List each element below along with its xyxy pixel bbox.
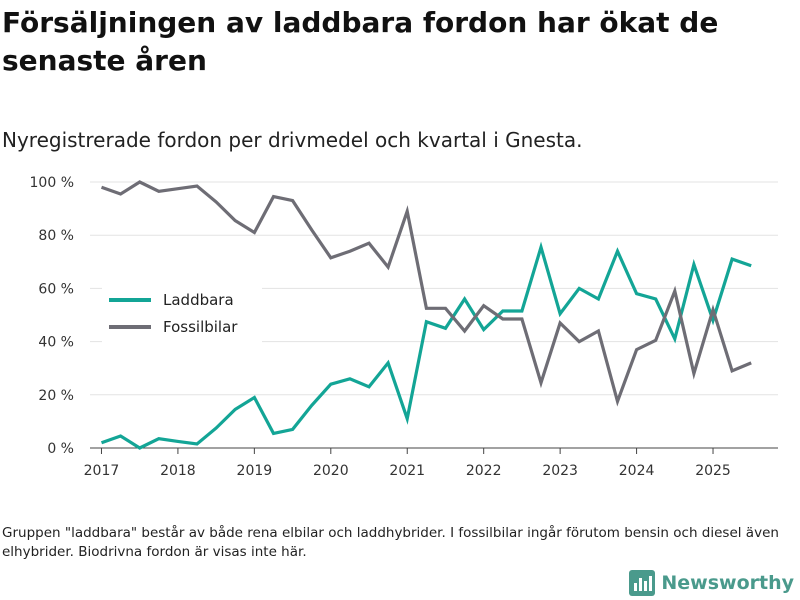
footnote: Gruppen "laddbara" består av både rena e… (2, 525, 779, 560)
x-tick-label: 2021 (389, 463, 425, 479)
legend-label-laddbara: Laddbara (163, 291, 234, 309)
x-tick-label: 2020 (313, 463, 349, 479)
line-chart: 0 % 20 % 40 % 60 % 80 % 100 % 2017 2018 2019 202… (30, 175, 778, 479)
y-tick-label: 0 % (47, 441, 74, 457)
x-tick-label: 2018 (160, 463, 196, 479)
chart-title: Försäljningen av laddbara fordon har öka… (2, 6, 719, 77)
x-tick-label: 2024 (619, 463, 655, 479)
y-tick-label: 40 % (38, 335, 74, 351)
chart-subtitle: Nyregistrerade fordon per drivmedel och … (2, 128, 583, 152)
x-tick-label: 2017 (84, 463, 120, 479)
brand-logo[interactable]: Newsworthy (629, 570, 794, 596)
y-tick-label: 80 % (38, 228, 74, 244)
x-tick-label: 2022 (466, 463, 502, 479)
x-axis: 2017 2018 2019 2020 2021 2022 2023 2024 2025 (84, 448, 731, 479)
legend-label-fossilbilar: Fossilbilar (163, 318, 238, 336)
x-tick-label: 2025 (695, 463, 731, 479)
y-tick-label: 20 % (38, 388, 74, 404)
series-line-fossilbilar (100, 180, 752, 407)
x-tick-label: 2019 (237, 463, 273, 479)
series-line-laddbara (100, 241, 752, 450)
legend: Laddbara Fossilbilar (102, 282, 262, 348)
legend-background (102, 282, 262, 348)
y-axis: 0 % 20 % 40 % 60 % 80 % 100 % (30, 175, 74, 457)
y-tick-label: 60 % (38, 281, 74, 297)
y-tick-label: 100 % (30, 175, 74, 191)
bar-chart-logo-icon (629, 570, 656, 596)
brand-name: Newsworthy (661, 572, 794, 594)
x-tick-label: 2023 (542, 463, 578, 479)
series-lines (100, 180, 752, 450)
